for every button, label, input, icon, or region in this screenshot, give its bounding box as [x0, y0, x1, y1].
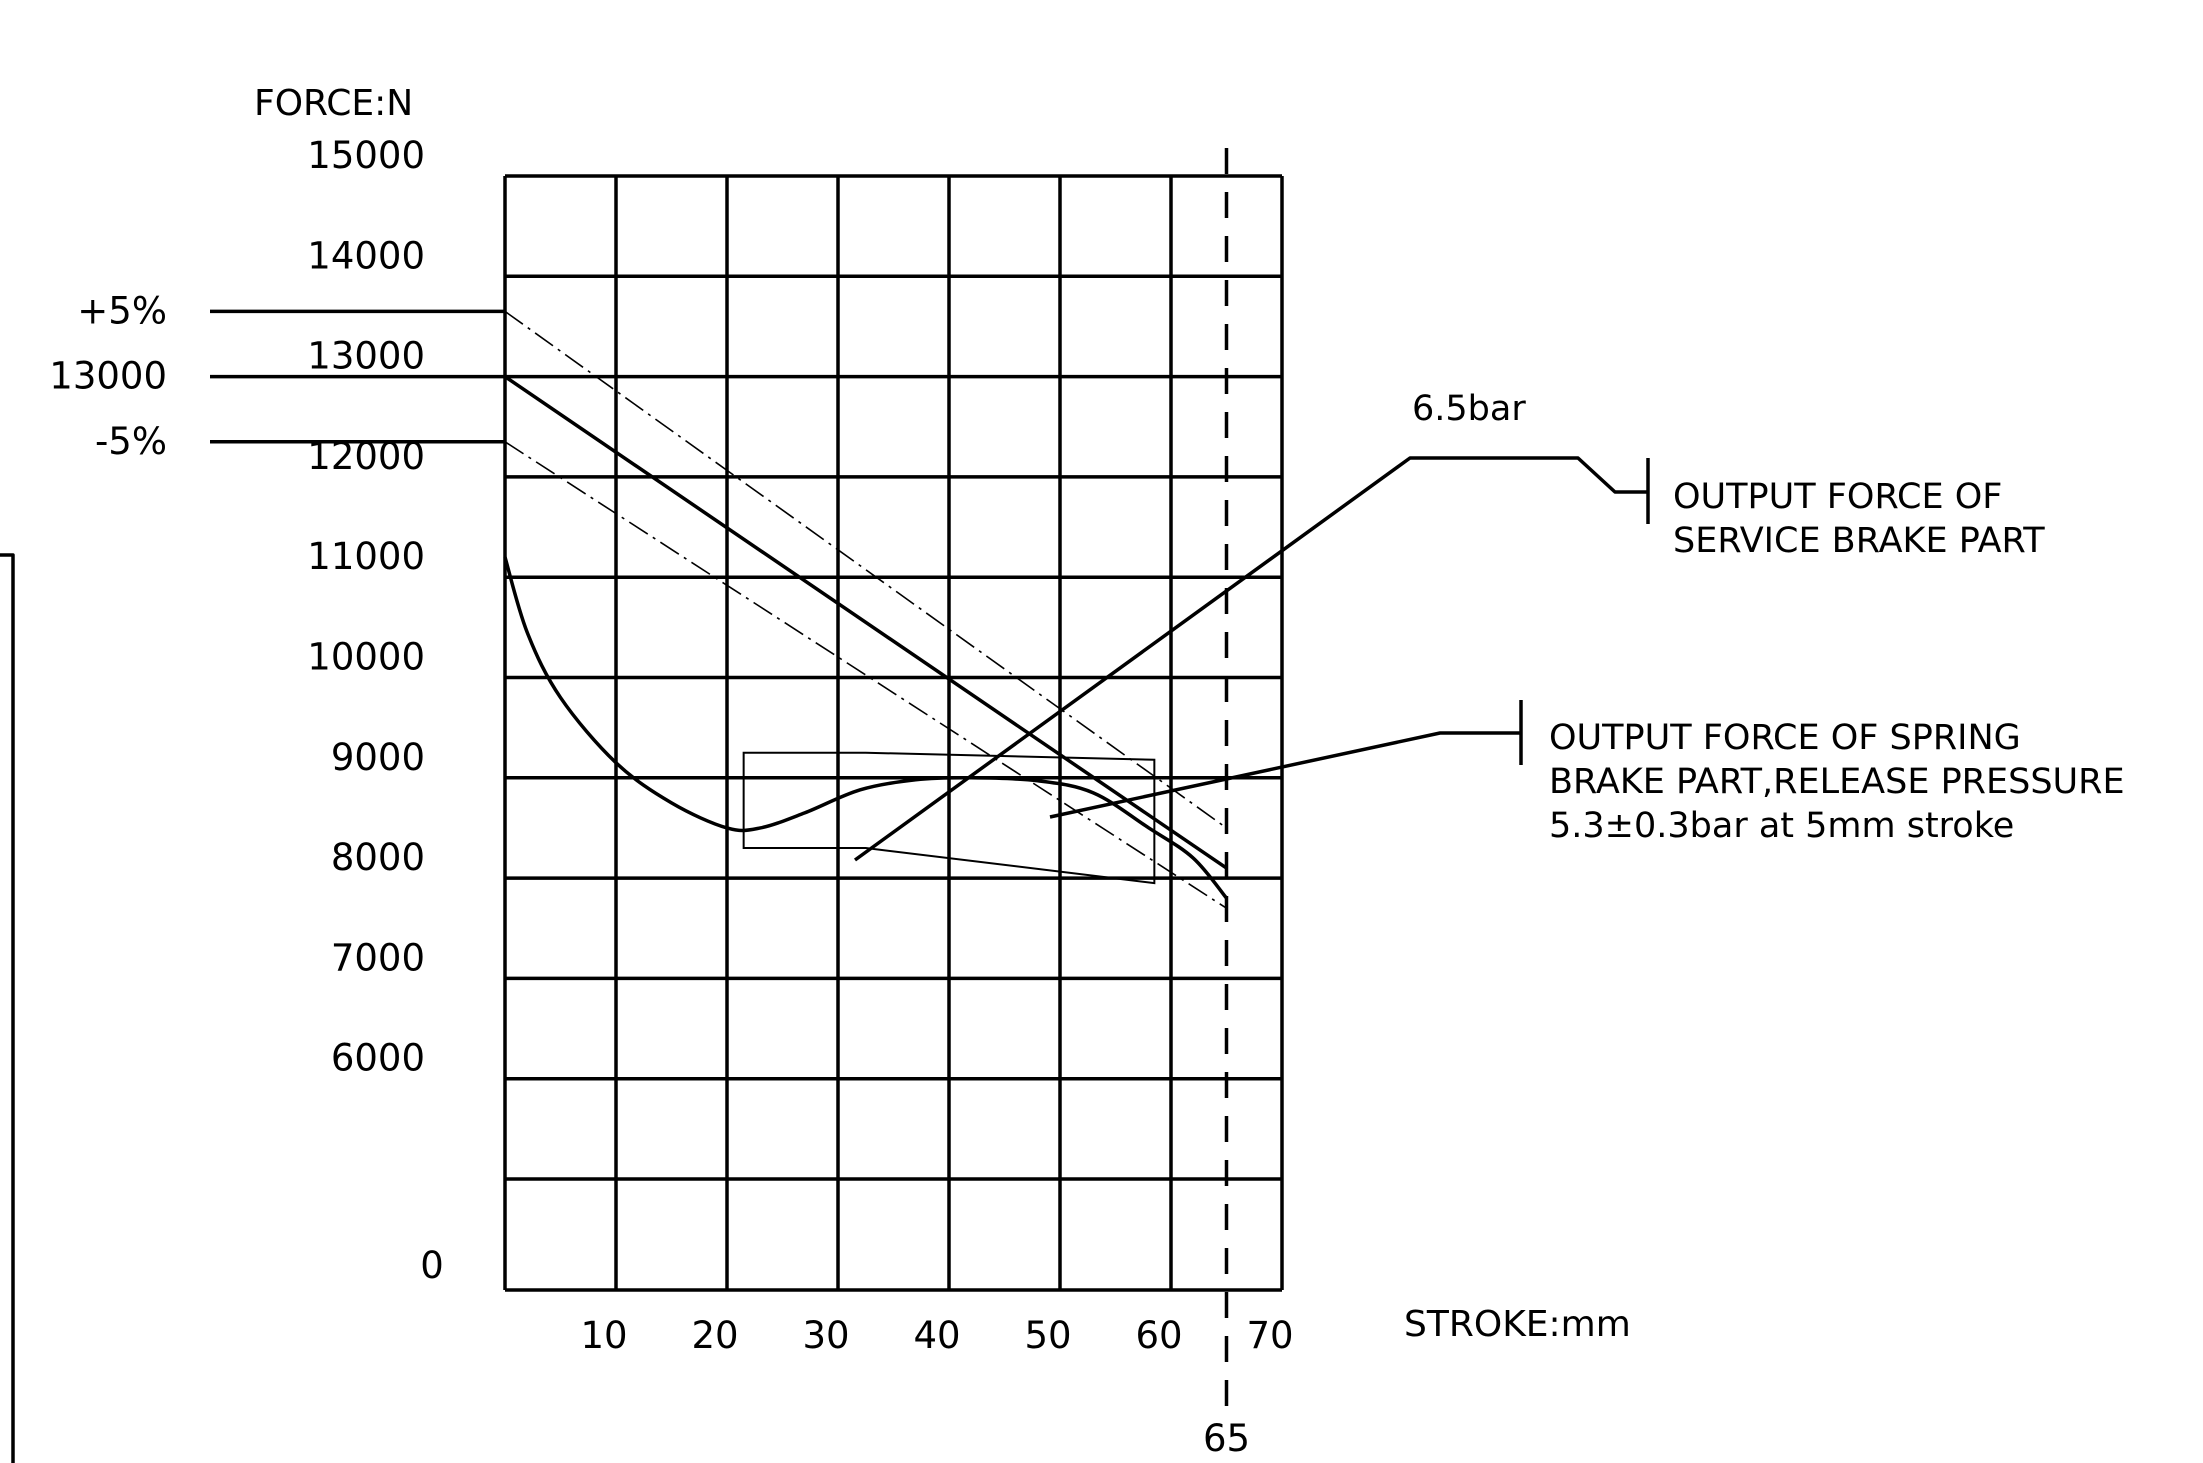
series-0	[503, 556, 1228, 900]
spring-brake-label-line3: 5.3±0.3bar at 5mm stroke	[1549, 806, 2014, 846]
tolerance-label-0: +5%	[77, 289, 167, 332]
tolerance-label-2: -5%	[95, 420, 167, 463]
spring-brake-leader	[1049, 731, 1521, 819]
service-brake-label-line2: SERVICE BRAKE PART	[1673, 521, 2045, 561]
y-axis-title: FORCE:N	[254, 83, 413, 124]
series-2	[504, 310, 1227, 829]
y-tick-15000: 15000	[307, 134, 425, 177]
reference-line-65: 65	[1203, 148, 1250, 1460]
y-tick-11000: 11000	[307, 535, 425, 578]
spring-brake-label-line1: OUTPUT FORCE OF SPRING	[1549, 718, 2021, 758]
series-1	[504, 375, 1228, 870]
y-tick-14000: 14000	[307, 234, 425, 277]
reference-line-label: 65	[1203, 1417, 1250, 1460]
x-tick-70: 70	[1246, 1314, 1293, 1357]
chart-grid	[503, 174, 1284, 1292]
y-tick-9000: 9000	[331, 736, 425, 779]
chart-series	[503, 310, 1228, 909]
x-tick-30: 30	[802, 1314, 849, 1357]
x-tick-60: 60	[1135, 1314, 1182, 1357]
x-tick-labels: 10 20 30 40 50 60 70	[580, 1314, 1293, 1357]
pressure-label: 6.5bar	[1412, 389, 1526, 429]
y-tick-labels: 0600070008000900010000110001200013000140…	[307, 134, 443, 1287]
y-tick-10000: 10000	[307, 636, 425, 679]
spring-brake-label-line2: BRAKE PART,RELEASE PRESSURE	[1549, 762, 2125, 802]
x-axis-title: STROKE:mm	[1404, 1304, 1631, 1345]
tolerance-labels: +5% 13000 -5%	[49, 289, 505, 463]
y-tick-8000: 8000	[331, 836, 425, 879]
x-tick-40: 40	[913, 1314, 960, 1357]
y-tick-7000: 7000	[331, 936, 425, 979]
y-tick-6000: 6000	[331, 1037, 425, 1080]
tolerance-label-1: 13000	[49, 355, 167, 398]
tolerance-box	[742, 751, 1156, 885]
y-tick-13000: 13000	[307, 335, 425, 378]
service-brake-leader	[853, 456, 1648, 862]
x-tick-20: 20	[691, 1314, 738, 1357]
service-brake-label-line1: OUTPUT FORCE OF	[1673, 477, 2002, 517]
series-3	[504, 441, 1227, 909]
y-tick-0: 0	[420, 1244, 444, 1287]
left-frame-bracket	[0, 553, 15, 1463]
x-tick-10: 10	[580, 1314, 627, 1357]
x-tick-50: 50	[1024, 1314, 1071, 1357]
